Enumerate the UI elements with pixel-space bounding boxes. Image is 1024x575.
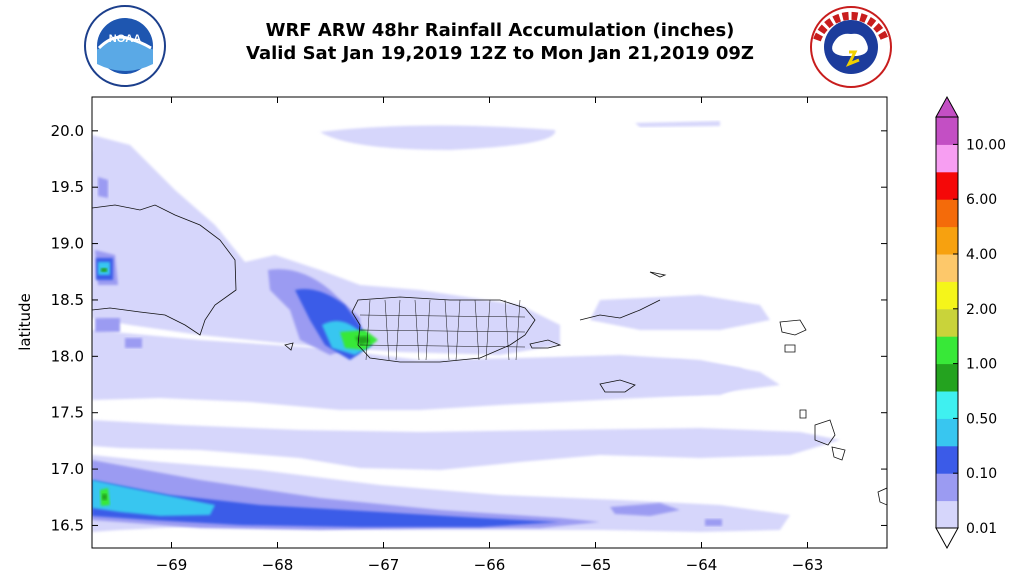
colorbar-segment <box>936 117 958 145</box>
rain-contour-5 <box>590 295 770 330</box>
colorbar-segment <box>936 254 958 282</box>
rain-contour-4 <box>320 125 556 150</box>
colorbar-label: 10.00 <box>966 137 1006 153</box>
municipal-border <box>444 299 450 361</box>
rain-contour-0 <box>92 135 560 355</box>
colorbar-segment <box>936 171 958 200</box>
colorbar-segment <box>936 418 958 447</box>
colorbar-segment <box>936 281 958 310</box>
colorbar-label: 2.00 <box>966 302 997 318</box>
colorbar-segment <box>936 473 958 502</box>
x-tick-label: −64 <box>686 556 718 574</box>
coastline-5 <box>649 271 667 278</box>
x-tick-label: −63 <box>792 556 824 574</box>
municipal-border <box>359 314 526 318</box>
coastline-3 <box>599 379 636 393</box>
rain-contour-7 <box>635 121 720 127</box>
colorbar-segment <box>936 199 958 228</box>
coastline-7 <box>784 344 796 353</box>
coastline-12 <box>284 342 294 351</box>
colorbar-segment <box>936 336 958 365</box>
rain-contour-15 <box>125 338 142 348</box>
municipal-border <box>474 299 480 361</box>
municipal-border <box>425 299 431 361</box>
colorbar-segment <box>936 363 958 392</box>
colorbar-label: 0.50 <box>966 411 997 427</box>
colorbar-segment <box>936 391 958 419</box>
rain-contour-11 <box>610 503 680 516</box>
noaa-logo: NOAA <box>84 5 166 87</box>
coastline-6 <box>779 319 807 336</box>
municipal-border <box>455 299 461 361</box>
colorbar-label: 4.00 <box>966 247 997 263</box>
nws-logo <box>810 6 892 88</box>
municipal-border <box>414 299 420 361</box>
colorbar-label: 0.10 <box>966 466 997 482</box>
y-tick-label: 17.5 <box>51 404 84 422</box>
colorbar-label: 0.01 <box>966 521 997 537</box>
rain-contour-27 <box>101 268 107 272</box>
x-tick-label: −69 <box>156 556 188 574</box>
rain-contour-20 <box>92 480 215 516</box>
coastline-11 <box>799 409 807 419</box>
coastline-10 <box>877 487 887 506</box>
rain-contour-13 <box>98 177 108 198</box>
municipal-border <box>395 299 401 361</box>
y-tick-label: 16.5 <box>51 516 84 534</box>
y-tick-label: 18.5 <box>51 291 84 309</box>
rain-contour-1 <box>92 330 780 410</box>
municipal-border <box>359 344 526 348</box>
rain-contour-14 <box>95 318 120 332</box>
coastline-9 <box>831 446 846 461</box>
municipal-border <box>384 299 390 361</box>
colorbar-extend-max <box>935 95 959 118</box>
x-tick-label: −68 <box>262 556 294 574</box>
rain-contour-18 <box>92 480 560 527</box>
x-tick-label: −65 <box>580 556 612 574</box>
colorbar-segment <box>936 445 958 474</box>
noaa-logo-text: NOAA <box>109 33 141 45</box>
y-tick-label: 18.0 <box>51 347 84 365</box>
rain-contour-26 <box>102 494 107 500</box>
y-tick-label: 19.0 <box>51 235 84 253</box>
coastline-1 <box>92 204 237 336</box>
municipal-border <box>485 299 491 361</box>
municipal-border <box>515 299 521 361</box>
colorbar-segment <box>936 144 958 173</box>
x-tick-label: −67 <box>368 556 400 574</box>
rain-contour-16 <box>705 519 722 526</box>
y-axis-label: latitude <box>16 293 34 351</box>
y-tick-label: 20.0 <box>51 122 84 140</box>
coastline-2 <box>529 339 562 349</box>
colorbar-segment <box>936 308 958 337</box>
colorbar-label: 6.00 <box>966 192 997 208</box>
coastline-8 <box>814 419 836 446</box>
chart-title: WRF ARW 48hr Rainfall Accumulation (inch… <box>265 20 735 41</box>
rain-contour-6 <box>590 360 760 395</box>
colorbar-label: 1.00 <box>966 357 997 373</box>
colorbar-frame <box>935 116 959 529</box>
y-tick-label: 19.5 <box>51 178 84 196</box>
chart-subtitle: Valid Sat Jan 19,2019 12Z to Mon Jan 21,… <box>246 43 754 64</box>
municipal-border <box>504 299 510 361</box>
coastline-4 <box>579 299 661 321</box>
y-tick-label: 17.0 <box>51 460 84 478</box>
colorbar-segment <box>936 500 958 529</box>
colorbar-extend-min <box>935 527 959 550</box>
x-tick-label: −66 <box>474 556 506 574</box>
municipal-border <box>359 329 526 333</box>
rain-contour-2 <box>92 420 840 470</box>
colorbar-segment <box>936 226 958 255</box>
